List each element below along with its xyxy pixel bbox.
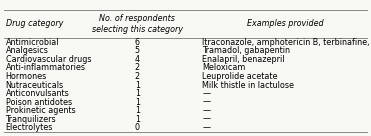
Text: Poison antidotes: Poison antidotes (6, 98, 72, 107)
Text: No. of respondents
selecting this category: No. of respondents selecting this catego… (92, 14, 183, 33)
Text: Cardiovascular drugs: Cardiovascular drugs (6, 55, 91, 64)
Text: —: — (202, 98, 210, 107)
Text: —: — (202, 89, 210, 98)
Text: Itraconazole, amphotericin B, terbinafine, enrofloxacin: Itraconazole, amphotericin B, terbinafin… (202, 38, 371, 47)
Text: 1: 1 (135, 89, 140, 98)
Text: 1: 1 (135, 81, 140, 89)
Text: —: — (202, 123, 210, 132)
Text: 6: 6 (135, 38, 140, 47)
Text: Prokinetic agents: Prokinetic agents (6, 106, 75, 115)
Text: —: — (202, 106, 210, 115)
Text: Drug category: Drug category (6, 19, 63, 28)
Text: 1: 1 (135, 115, 140, 124)
Text: 4: 4 (135, 55, 140, 64)
Text: 0: 0 (135, 123, 140, 132)
Text: 1: 1 (135, 106, 140, 115)
Text: Examples provided: Examples provided (247, 19, 324, 28)
Text: 2: 2 (135, 72, 140, 81)
Text: Anticonvulsants: Anticonvulsants (6, 89, 69, 98)
Text: Enalapril, benazepril: Enalapril, benazepril (202, 55, 285, 64)
Text: 5: 5 (135, 46, 140, 55)
Text: Milk thistle in lactulose: Milk thistle in lactulose (202, 81, 294, 89)
Text: Analgesics: Analgesics (6, 46, 49, 55)
Text: 2: 2 (135, 63, 140, 72)
Text: Electrolytes: Electrolytes (6, 123, 53, 132)
Text: —: — (202, 115, 210, 124)
Text: Anti-inflammatories: Anti-inflammatories (6, 63, 86, 72)
Text: Tranquilizers: Tranquilizers (6, 115, 56, 124)
Text: Leuprolide acetate: Leuprolide acetate (202, 72, 278, 81)
Text: Tramadol, gabapentin: Tramadol, gabapentin (202, 46, 290, 55)
Text: Hormones: Hormones (6, 72, 47, 81)
Text: Antimicrobial: Antimicrobial (6, 38, 59, 47)
Text: 1: 1 (135, 98, 140, 107)
Text: Nutraceuticals: Nutraceuticals (6, 81, 64, 89)
Text: Meloxicam: Meloxicam (202, 63, 246, 72)
